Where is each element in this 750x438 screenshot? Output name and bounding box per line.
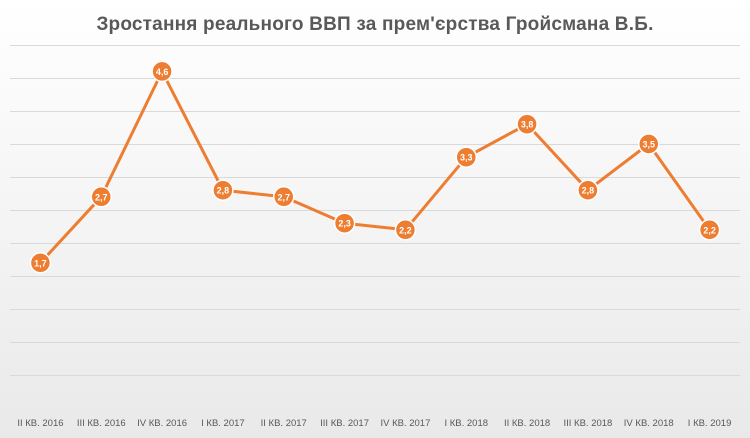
- x-tick-label: ІV КВ. 2018: [624, 418, 674, 429]
- data-label: 1,7: [34, 258, 47, 268]
- data-label: 2,8: [582, 186, 595, 196]
- x-tick-label: ІV КВ. 2016: [137, 418, 187, 429]
- data-point-marker: [394, 219, 417, 241]
- data-point-marker: [151, 60, 173, 83]
- x-tick-label: ІІІ КВ. 2017: [320, 418, 369, 429]
- x-tick-label: ІІІ КВ. 2018: [563, 418, 612, 429]
- x-tick-label: ІV КВ. 2017: [380, 418, 430, 429]
- data-label: 3,8: [521, 120, 534, 130]
- x-tick-label: І КВ. 2017: [201, 418, 245, 429]
- data-label: 2,3: [338, 219, 351, 229]
- data-point-marker: [333, 212, 356, 234]
- data-point-marker: [212, 179, 234, 201]
- data-point-marker: [273, 186, 295, 208]
- data-point-marker: [455, 146, 477, 168]
- data-point-marker: [90, 186, 112, 208]
- data-label: 2,7: [277, 192, 290, 202]
- data-point-marker: [698, 219, 721, 241]
- data-label: 2,2: [399, 225, 412, 235]
- gridlines: [10, 45, 740, 376]
- x-tick-label: ІІ КВ. 2017: [261, 418, 307, 429]
- data-point-marker: [29, 252, 52, 274]
- chart-title: Зростання реального ВВП за прем'єрства Г…: [96, 14, 654, 35]
- x-tick-label: І КВ. 2019: [688, 418, 732, 429]
- data-label: 3,5: [642, 140, 655, 150]
- data-label: 2,7: [95, 192, 108, 202]
- x-tick-label: ІІ КВ. 2016: [17, 418, 63, 429]
- x-axis-tick-labels: ІІ КВ. 2016 ІІІ КВ. 2016 ІV КВ. 2016 І КВ. …: [17, 418, 731, 429]
- x-tick-label: І КВ. 2018: [444, 418, 488, 429]
- x-tick-label: ІІІ КВ. 2016: [77, 418, 126, 429]
- series-line-group: [38, 69, 712, 265]
- data-label: 2,2: [703, 225, 716, 235]
- x-tick-label: ІІ КВ. 2018: [504, 418, 550, 429]
- data-label: 4,6: [156, 67, 169, 77]
- data-point-marker: [577, 179, 599, 201]
- series-line: [38, 69, 712, 265]
- data-label: 3,3: [460, 153, 473, 163]
- data-point-marker: [638, 133, 660, 155]
- data-point-marker: [516, 113, 538, 135]
- data-points: 1,7 2,7 4,6 2,8 2,7 2,3 2,2 3,3 3,8 2,8 3,5 2,2: [29, 60, 721, 274]
- data-label: 2,8: [217, 186, 230, 196]
